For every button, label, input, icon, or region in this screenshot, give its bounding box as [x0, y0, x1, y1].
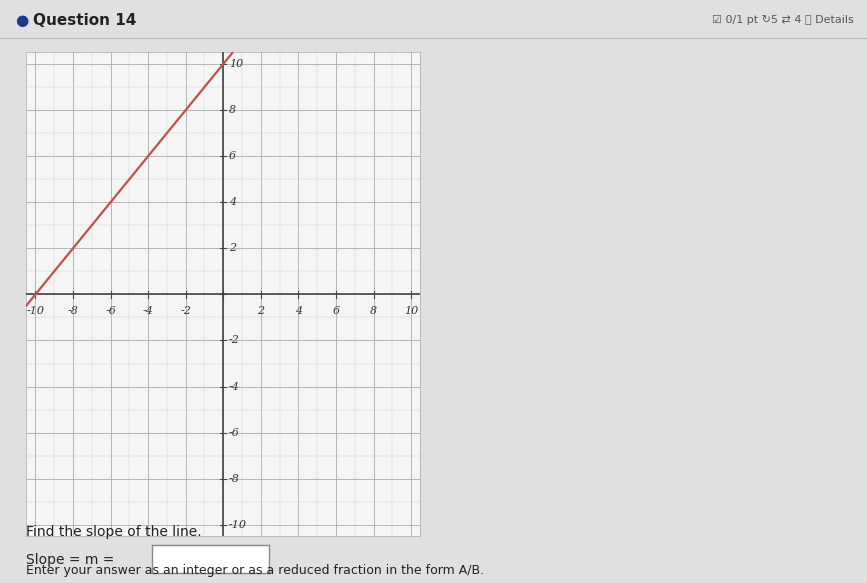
Text: -4: -4	[229, 382, 240, 392]
Text: -10: -10	[229, 520, 247, 530]
Text: Enter your answer as an integer or as a reduced fraction in the form A/B.: Enter your answer as an integer or as a …	[26, 564, 484, 577]
Text: 8: 8	[370, 306, 377, 316]
Text: 2: 2	[257, 306, 264, 316]
Text: 10: 10	[404, 306, 418, 316]
Text: Question 14: Question 14	[33, 13, 136, 28]
Text: -6: -6	[229, 428, 240, 438]
Text: 8: 8	[229, 105, 236, 115]
Text: 6: 6	[229, 151, 236, 161]
Text: 2: 2	[229, 243, 236, 254]
Text: -2: -2	[180, 306, 191, 316]
Text: 6: 6	[332, 306, 340, 316]
Text: -10: -10	[26, 306, 44, 316]
Text: Find the slope of the line.: Find the slope of the line.	[26, 525, 202, 539]
Text: ●: ●	[16, 13, 29, 28]
Text: -8: -8	[68, 306, 78, 316]
Text: 4: 4	[295, 306, 302, 316]
Text: ☑ 0/1 pt ↻5 ⇄ 4 ⓘ Details: ☑ 0/1 pt ↻5 ⇄ 4 ⓘ Details	[713, 15, 854, 26]
Text: 10: 10	[229, 59, 243, 69]
Text: -4: -4	[143, 306, 153, 316]
Text: -6: -6	[105, 306, 116, 316]
Text: -8: -8	[229, 474, 240, 484]
Text: 4: 4	[229, 197, 236, 207]
Text: Slope = m =: Slope = m =	[26, 553, 114, 567]
Text: -2: -2	[229, 335, 240, 346]
